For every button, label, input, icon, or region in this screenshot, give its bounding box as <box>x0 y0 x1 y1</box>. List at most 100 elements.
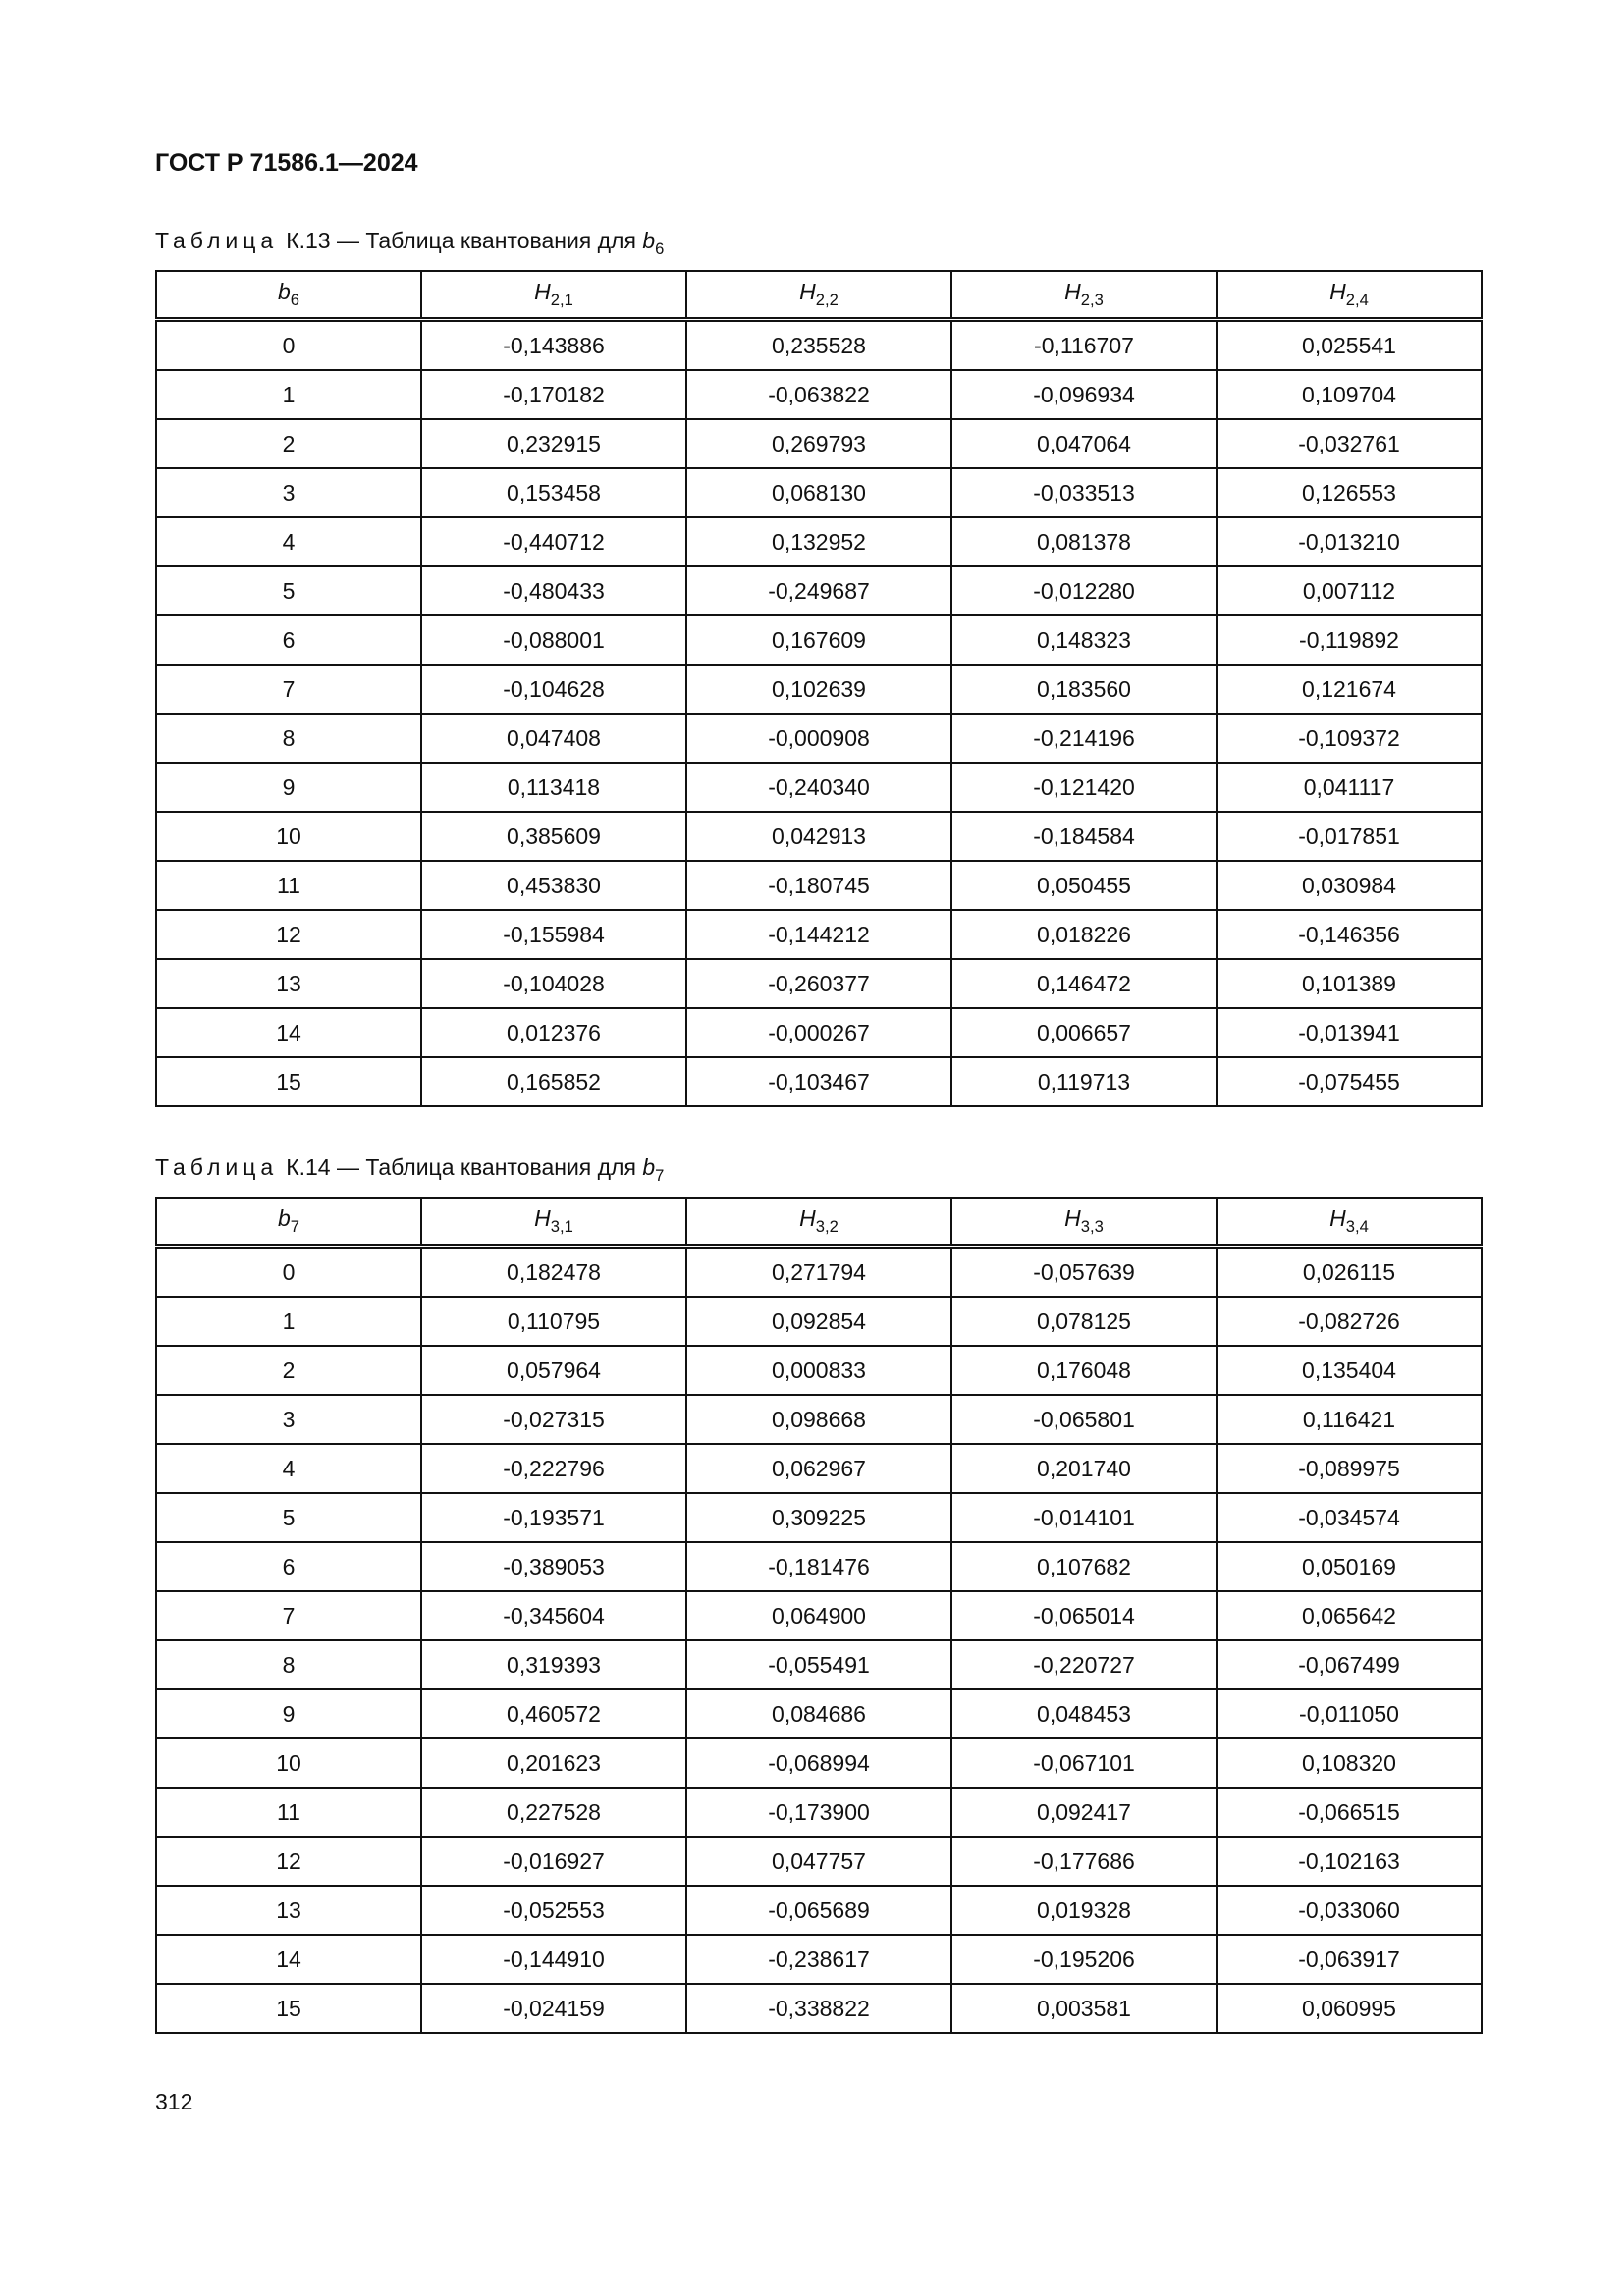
value-cell: -0,055491 <box>685 1639 952 1690</box>
column-header-sub: 2,2 <box>815 290 839 309</box>
table-row: 13 -0,052553 -0,065689 0,019328 -0,033060 <box>155 1885 1483 1936</box>
column-header: H3,4 <box>1216 1197 1483 1249</box>
value-cell: -0,220727 <box>950 1639 1218 1690</box>
value-cell: 0,271794 <box>685 1245 952 1298</box>
value-cell: -0,057639 <box>950 1245 1218 1298</box>
value-cell: 0,201623 <box>420 1737 687 1789</box>
table-row: 1 0,110795 0,092854 0,078125 -0,082726 <box>155 1296 1483 1347</box>
column-header-sub: 2,3 <box>1080 290 1104 309</box>
value-cell: 0,042913 <box>685 811 952 862</box>
table-row: 0 0,182478 0,271794 -0,057639 0,026115 <box>155 1245 1483 1298</box>
value-cell: -0,177686 <box>950 1836 1218 1887</box>
index-cell: 2 <box>155 418 422 469</box>
column-header-var: H <box>799 279 816 305</box>
header-row: b7 H3,1 H3,2 H3,3 H3,4 <box>155 1197 1483 1249</box>
table-row: 8 0,319393 -0,055491 -0,220727 -0,067499 <box>155 1639 1483 1690</box>
value-cell: -0,119892 <box>1216 614 1483 666</box>
table-row: 9 0,460572 0,084686 0,048453 -0,011050 <box>155 1688 1483 1739</box>
value-cell: -0,063917 <box>1216 1934 1483 1985</box>
column-header: b6 <box>155 270 422 322</box>
value-cell: -0,033513 <box>950 467 1218 518</box>
value-cell: 0,000833 <box>685 1345 952 1396</box>
value-cell: 0,385609 <box>420 811 687 862</box>
value-cell: -0,089975 <box>1216 1443 1483 1494</box>
value-cell: -0,181476 <box>685 1541 952 1592</box>
column-header: H2,3 <box>950 270 1218 322</box>
quantization-table-k14: b7 H3,1 H3,2 H3,3 H3,4 0 0,182478 0,271794 -0,05… <box>155 1197 1483 2034</box>
index-cell: 14 <box>155 1934 422 1985</box>
value-cell: 0,113418 <box>420 762 687 813</box>
value-cell: 0,167609 <box>685 614 952 666</box>
value-cell: 0,098668 <box>685 1394 952 1445</box>
index-cell: 6 <box>155 1541 422 1592</box>
value-cell: -0,144910 <box>420 1934 687 1985</box>
index-cell: 10 <box>155 1737 422 1789</box>
caption-var: b <box>642 1154 656 1180</box>
value-cell: 0,148323 <box>950 614 1218 666</box>
index-cell: 15 <box>155 1983 422 2034</box>
column-header-var: H <box>1329 279 1346 305</box>
column-header-var: H <box>1329 1205 1346 1232</box>
value-cell: -0,075455 <box>1216 1056 1483 1107</box>
value-cell: -0,014101 <box>950 1492 1218 1543</box>
value-cell: 0,041117 <box>1216 762 1483 813</box>
table-row: 7 -0,345604 0,064900 -0,065014 0,065642 <box>155 1590 1483 1641</box>
caption-var: b <box>642 228 656 253</box>
value-cell: 0,064900 <box>685 1590 952 1641</box>
column-header-var: H <box>799 1205 816 1232</box>
value-cell: -0,017851 <box>1216 811 1483 862</box>
value-cell: -0,011050 <box>1216 1688 1483 1739</box>
value-cell: -0,013210 <box>1216 516 1483 567</box>
index-cell: 6 <box>155 614 422 666</box>
value-cell: -0,155984 <box>420 909 687 960</box>
index-cell: 11 <box>155 1787 422 1838</box>
table-row: 12 -0,155984 -0,144212 0,018226 -0,146356 <box>155 909 1483 960</box>
value-cell: -0,238617 <box>685 1934 952 1985</box>
value-cell: 0,227528 <box>420 1787 687 1838</box>
value-cell: -0,068994 <box>685 1737 952 1789</box>
value-cell: 0,176048 <box>950 1345 1218 1396</box>
table-caption-k13: Таблица К.13 — Таблица квантования для b6 <box>155 228 664 259</box>
value-cell: 0,232915 <box>420 418 687 469</box>
index-cell: 12 <box>155 1836 422 1887</box>
index-cell: 2 <box>155 1345 422 1396</box>
value-cell: -0,104628 <box>420 664 687 715</box>
index-cell: 11 <box>155 860 422 911</box>
value-cell: -0,065689 <box>685 1885 952 1936</box>
table-row: 15 -0,024159 -0,338822 0,003581 0,060995 <box>155 1983 1483 2034</box>
quantization-table-k13: b6 H2,1 H2,2 H2,3 H2,4 0 -0,143886 0,235528 -0,1… <box>155 270 1483 1107</box>
value-cell: -0,065801 <box>950 1394 1218 1445</box>
value-cell: 0,018226 <box>950 909 1218 960</box>
value-cell: -0,063822 <box>685 369 952 420</box>
table-row: 5 -0,480433 -0,249687 -0,012280 0,007112 <box>155 565 1483 616</box>
value-cell: -0,067101 <box>950 1737 1218 1789</box>
value-cell: 0,084686 <box>685 1688 952 1739</box>
value-cell: 0,460572 <box>420 1688 687 1739</box>
column-header-var: b <box>278 279 291 305</box>
column-header: b7 <box>155 1197 422 1249</box>
column-header-sub: 2,1 <box>550 290 573 309</box>
value-cell: 0,135404 <box>1216 1345 1483 1396</box>
value-cell: -0,104028 <box>420 958 687 1009</box>
table-row: 14 0,012376 -0,000267 0,006657 -0,013941 <box>155 1007 1483 1058</box>
value-cell: 0,101389 <box>1216 958 1483 1009</box>
value-cell: 0,116421 <box>1216 1394 1483 1445</box>
table-row: 5 -0,193571 0,309225 -0,014101 -0,034574 <box>155 1492 1483 1543</box>
caption-text: К.13 — Таблица квантования для <box>286 228 643 253</box>
index-cell: 7 <box>155 664 422 715</box>
column-header: H2,4 <box>1216 270 1483 322</box>
value-cell: 0,078125 <box>950 1296 1218 1347</box>
value-cell: 0,182478 <box>420 1245 687 1298</box>
caption-label: Таблица <box>155 1154 279 1180</box>
index-cell: 8 <box>155 1639 422 1690</box>
value-cell: -0,338822 <box>685 1983 952 2034</box>
column-header-sub: 6 <box>290 290 299 309</box>
value-cell: 0,057964 <box>420 1345 687 1396</box>
value-cell: -0,222796 <box>420 1443 687 1494</box>
table-row: 12 -0,016927 0,047757 -0,177686 -0,102163 <box>155 1836 1483 1887</box>
value-cell: 0,119713 <box>950 1056 1218 1107</box>
value-cell: 0,126553 <box>1216 467 1483 518</box>
value-cell: 0,235528 <box>685 318 952 371</box>
value-cell: 0,146472 <box>950 958 1218 1009</box>
table-row: 10 0,201623 -0,068994 -0,067101 0,108320 <box>155 1737 1483 1789</box>
